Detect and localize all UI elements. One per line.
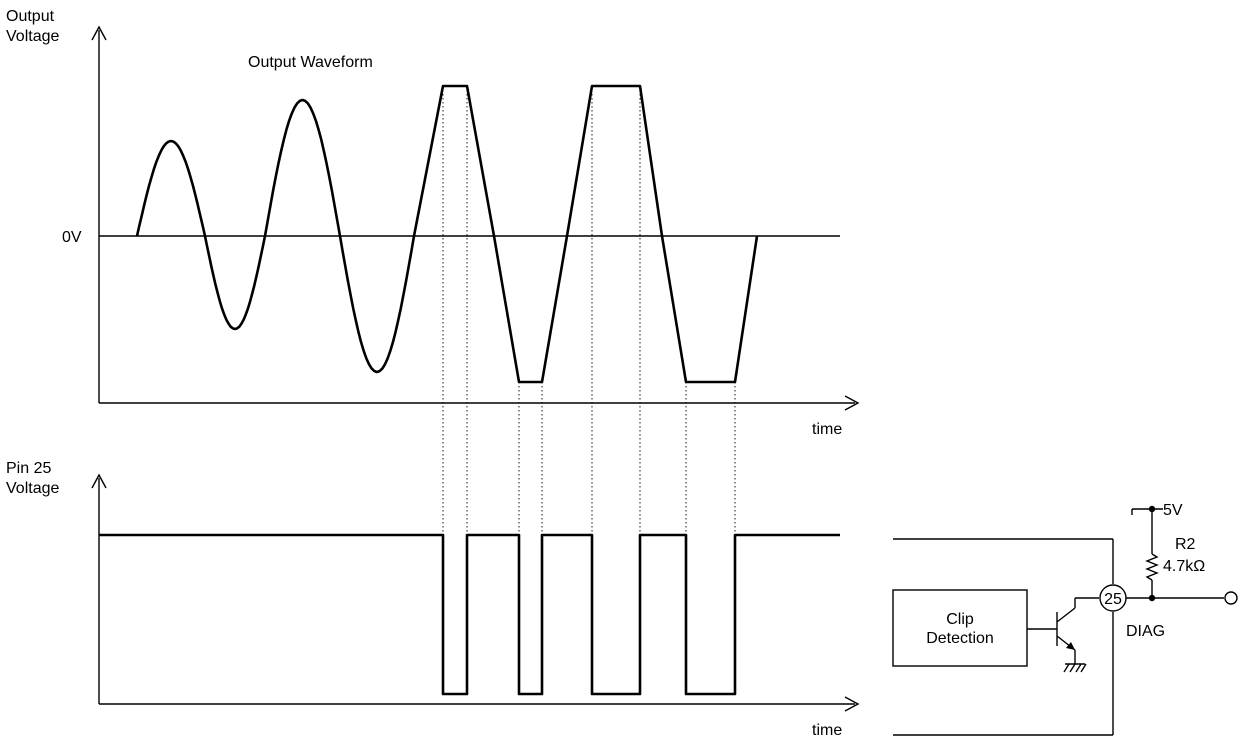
top-x-label: time: [812, 421, 842, 438]
clip-detection-block: [892, 589, 1028, 667]
top-x-axis-arrowhead: [844, 395, 860, 411]
bottom-x-axis-arrowhead: [844, 696, 860, 712]
output-waveform: [135, 84, 759, 384]
alignment-guides: [442, 86, 736, 694]
diag-circuit: Clip Detection 25 DIAG: [892, 502, 1238, 736]
supply-voltage-label: 5V: [1163, 502, 1183, 519]
bottom-y-label-line1: Pin 25: [6, 460, 51, 477]
resistor-value-label: 4.7kΩ: [1163, 558, 1205, 575]
output-voltage-plot: Output Voltage Output Waveform 0V time: [6, 8, 860, 438]
diag-label: DIAG: [1126, 623, 1165, 640]
supply-node-dot: [1148, 505, 1156, 513]
diag-output-terminal: [1224, 591, 1238, 605]
bottom-x-label: time: [812, 722, 842, 739]
bottom-y-label-line2: Voltage: [6, 480, 59, 497]
clip-detection-label-line1: Clip: [946, 611, 974, 628]
npn-transistor-icon: [1027, 597, 1099, 664]
pin25-voltage-plot: Pin 25 Voltage time: [6, 460, 860, 739]
resistor-r2-icon: [1145, 553, 1159, 581]
output-waveform-title: Output Waveform: [248, 54, 373, 71]
pin-25-number: 25: [1104, 591, 1122, 608]
top-y-label-line1: Output: [6, 8, 55, 25]
top-y-label-line2: Voltage: [6, 28, 59, 45]
zero-volt-label: 0V: [62, 229, 82, 246]
top-y-axis-arrowhead: [91, 25, 107, 41]
bottom-y-axis-arrowhead: [91, 473, 107, 489]
pin25-pulse-waveform: [99, 533, 840, 696]
clip-detection-label-line2: Detection: [926, 630, 994, 647]
resistor-name-label: R2: [1175, 536, 1196, 553]
ground-icon: [1063, 663, 1087, 673]
